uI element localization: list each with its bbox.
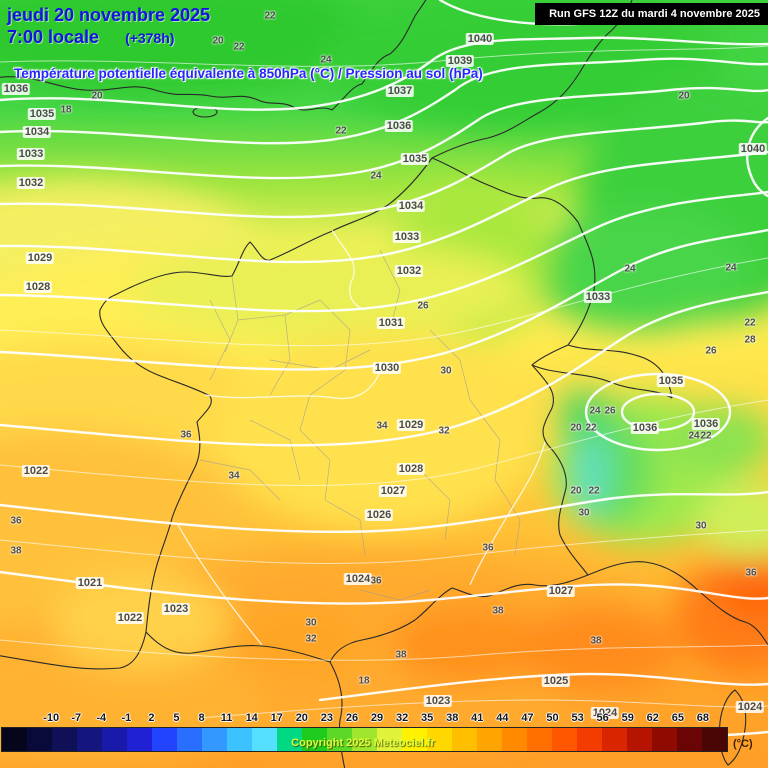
- colorbar-tick: 56: [596, 712, 609, 724]
- run-info: Run GFS 12Z du mardi 4 novembre 2025: [535, 3, 768, 25]
- colorbar-segment: [627, 728, 652, 751]
- colorbar-tick: 2: [148, 712, 155, 724]
- map-title: Température potentielle équivalente à 85…: [14, 66, 483, 81]
- colorbar-segment: [602, 728, 627, 751]
- colorbar-segment: [302, 728, 327, 751]
- colorbar-segment: [477, 728, 502, 751]
- colorbar-segment: [427, 728, 452, 751]
- colorbar-tick: 32: [395, 712, 409, 724]
- colorbar-ticks: -10 -7 -4 -1 2 5 8 11 14 17 20 23 26 29 32 35 38 41 44 47 50…: [0, 712, 768, 726]
- colorbar-tick: 14: [245, 712, 258, 724]
- copyright: Copyright 2025 Meteociel.fr: [291, 737, 435, 749]
- colorbar-tick: 59: [621, 712, 634, 724]
- colorbar-tick: 23: [320, 712, 334, 724]
- colorbar-tick: 41: [471, 712, 484, 724]
- colorbar-segment: [652, 728, 677, 751]
- colorbar-segment: [202, 728, 227, 751]
- colorbar-segment: [677, 728, 702, 751]
- colorbar-tick: 50: [546, 712, 559, 724]
- colorbar-segment: [252, 728, 277, 751]
- colorbar-tick: -1: [121, 712, 132, 724]
- colorbar-tick: 65: [671, 712, 684, 724]
- forecast-time: 7:00 locale: [7, 27, 100, 47]
- colorbar-segment: [502, 728, 527, 751]
- spain-coast: [0, 631, 147, 670]
- colorbar-tick: 26: [345, 712, 359, 724]
- colorbar-tick: 68: [696, 712, 710, 724]
- colorbar-unit: (°C): [733, 738, 753, 750]
- colorbar-segment: [402, 728, 427, 751]
- colorbar-segment: [2, 728, 27, 751]
- colorbar-segment: [552, 728, 577, 751]
- colorbar-segment: [52, 728, 77, 751]
- forecast-offset: (+378h): [125, 30, 175, 46]
- colorbar-segment: [702, 728, 727, 751]
- colorbar-segment: [227, 728, 252, 751]
- spain-med-coast: [329, 661, 346, 768]
- colorbar-segment: [177, 728, 202, 751]
- england-coast: [0, 0, 427, 111]
- colorbar-tick: -10: [43, 712, 60, 724]
- colorbar-segment: [327, 728, 352, 751]
- colorbar-segment: [152, 728, 177, 751]
- colorbar-tick: 17: [270, 712, 283, 724]
- colorbar-segment: [527, 728, 552, 751]
- colorbar-segment: [377, 728, 402, 751]
- colorbar-tick: 35: [421, 712, 434, 724]
- colorbar-segment: [452, 728, 477, 751]
- colorbar-segment: [352, 728, 377, 751]
- colorbar-segment: [577, 728, 602, 751]
- colorbar-tick: 38: [446, 712, 459, 724]
- colorbar-tick: 8: [198, 712, 205, 724]
- corsica: [718, 689, 747, 766]
- forecast-date: jeudi 20 novembre 2025: [7, 5, 211, 25]
- colorbar-tick: 29: [370, 712, 384, 724]
- benelux-coast: [431, 0, 633, 159]
- forecast-time-row: 7:00 locale (+378h): [7, 27, 174, 48]
- switzerland-border-south: [531, 364, 673, 399]
- colorbar-tick: 47: [521, 712, 534, 724]
- colorbar-tick: 5: [173, 712, 180, 724]
- colorbar-tick: 20: [295, 712, 308, 724]
- isobar-lines: [0, 0, 768, 747]
- colorbar-tick: 11: [220, 712, 233, 724]
- colorbar: [1, 727, 728, 752]
- colorbar-segment: [102, 728, 127, 751]
- colorbar-tick: -4: [96, 712, 107, 724]
- theta-e-contours: [0, 45, 768, 719]
- colorbar-segment: [77, 728, 102, 751]
- colorbar-tick: 53: [571, 712, 584, 724]
- colorbar-tick: 44: [496, 712, 509, 724]
- colorbar-segment: [27, 728, 52, 751]
- colorbar-tick: 62: [646, 712, 659, 724]
- colorbar-segment: [127, 728, 152, 751]
- colorbar-segment: [277, 728, 302, 751]
- colorbar-tick: -7: [71, 712, 82, 724]
